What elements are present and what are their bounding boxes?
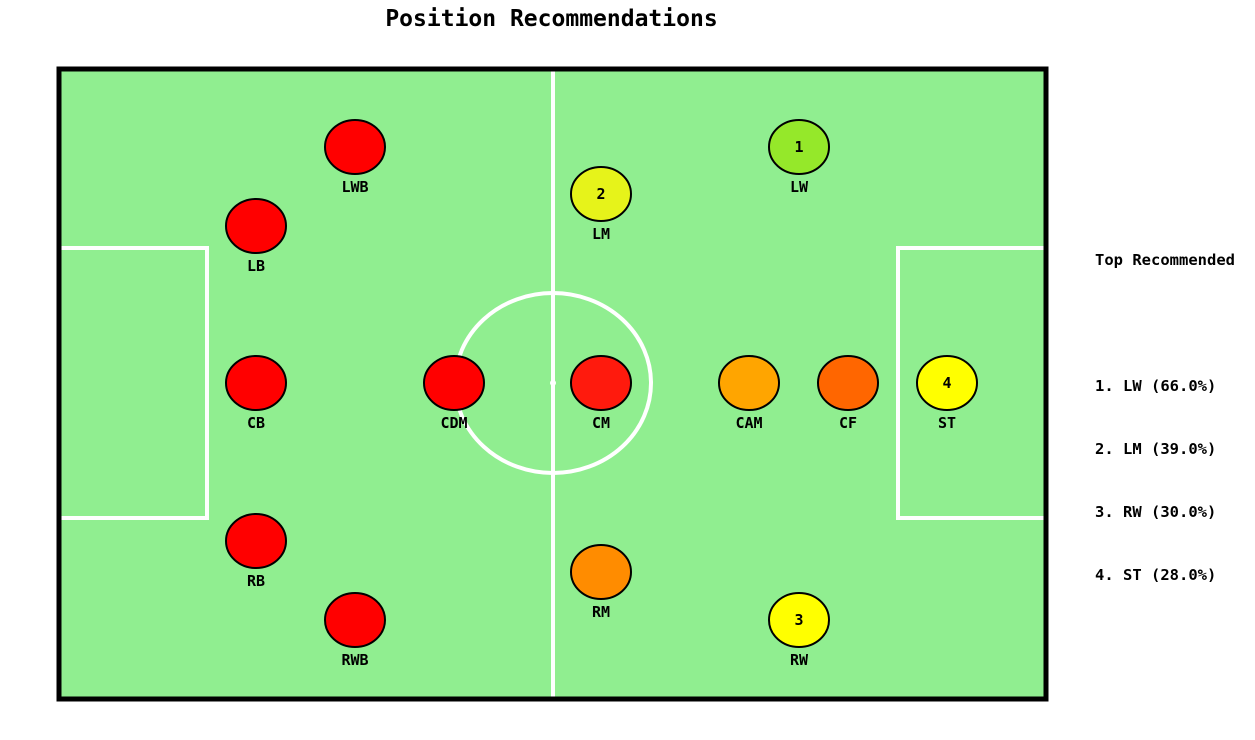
rank-label: 4: [942, 374, 951, 392]
position-label: LB: [247, 257, 265, 275]
position-cf: CF: [817, 355, 879, 432]
position-label: CM: [592, 414, 610, 432]
list-item: 4. ST (28.0%): [1095, 566, 1217, 584]
top-recommended-panel: Top Recommended 1. LW (66.0%) 2. LM (39.…: [1095, 208, 1235, 649]
rank-label: 1: [794, 138, 803, 156]
position-label: RWB: [341, 651, 368, 669]
position-label: ST: [938, 414, 956, 432]
position-cm: CM: [570, 355, 632, 432]
position-marker-cm: [570, 355, 632, 411]
position-cdm: CDM: [423, 355, 485, 432]
position-marker-rwb: [324, 592, 386, 648]
position-markers: LWB LB CB RB RWB CDM 2 LM CM RM 1 LW CAM 3 RW CF 4 ST: [225, 119, 978, 669]
position-marker-rw: [768, 592, 830, 648]
position-rm: RM: [570, 544, 632, 621]
position-marker-cam: [718, 355, 780, 411]
position-marker-lwb: [324, 119, 386, 175]
left-penalty-box: [59, 246, 209, 520]
position-rw: 3 RW: [768, 592, 830, 669]
position-label: RB: [247, 572, 265, 590]
position-marker-st: [916, 355, 978, 411]
position-marker-rb: [225, 513, 287, 569]
position-marker-rm: [570, 544, 632, 600]
center-spot: [550, 380, 556, 386]
position-marker-cb: [225, 355, 287, 411]
position-lwb: LWB: [324, 119, 386, 196]
position-label: RM: [592, 603, 610, 621]
position-label: RW: [790, 651, 809, 669]
position-marker-cf: [817, 355, 879, 411]
position-label: CB: [247, 414, 265, 432]
pitch-border: [56, 66, 1049, 702]
position-cb: CB: [225, 355, 287, 432]
list-item: 2. LM (39.0%): [1095, 440, 1217, 458]
list-item: 1. LW (66.0%): [1095, 377, 1217, 395]
right-penalty-box: [896, 246, 1046, 520]
top-recommended-heading: Top Recommended: [1095, 251, 1235, 269]
pitch-markings: [59, 69, 1046, 699]
position-marker-lm: [570, 166, 632, 222]
rank-label: 2: [596, 185, 605, 203]
position-lm: 2 LM: [570, 166, 632, 243]
position-rwb: RWB: [324, 592, 386, 669]
top-recommended-list: 1. LW (66.0%) 2. LM (39.0%) 3. RW (30.0%…: [1095, 334, 1235, 628]
position-label: CF: [839, 414, 857, 432]
list-item: 3. RW (30.0%): [1095, 503, 1217, 521]
position-marker-cdm: [423, 355, 485, 411]
position-label: CAM: [735, 414, 762, 432]
position-st: 4 ST: [916, 355, 978, 432]
rank-label: 3: [794, 611, 803, 629]
position-label: LM: [592, 225, 610, 243]
page-title: Position Recommendations: [385, 6, 718, 32]
position-label: CDM: [440, 414, 467, 432]
position-label: LWB: [341, 178, 368, 196]
position-rb: RB: [225, 513, 287, 590]
position-lw: 1 LW: [768, 119, 830, 196]
position-cam: CAM: [718, 355, 780, 432]
position-marker-lw: [768, 119, 830, 175]
position-lb: LB: [225, 198, 287, 275]
position-label: LW: [790, 178, 809, 196]
position-marker-lb: [225, 198, 287, 254]
